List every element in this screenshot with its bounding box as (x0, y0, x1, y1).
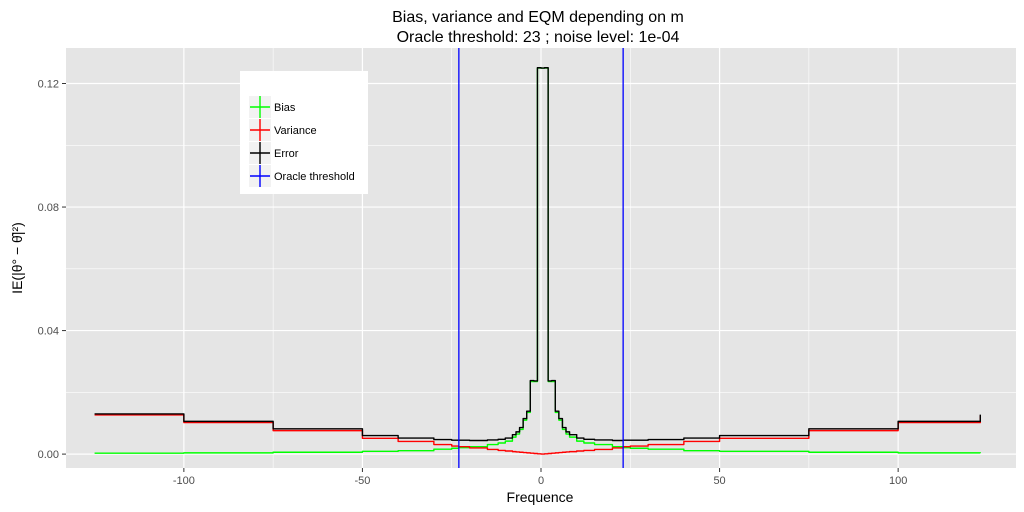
legend-label: Bias (274, 102, 296, 114)
x-tick-label: 0 (538, 475, 544, 487)
legend-label: Variance (274, 125, 317, 137)
legend-label: Error (274, 148, 299, 160)
y-axis-title: IE(|θ° − θ̂|²) (9, 222, 25, 294)
chart-title-line1: Bias, variance and EQM depending on m (392, 9, 684, 26)
x-axis-title: Frequence (507, 489, 574, 505)
x-tick-label: -100 (173, 475, 195, 487)
x-tick-label: 50 (713, 475, 725, 487)
x-tick-label: 100 (889, 475, 907, 487)
y-axis-ticks: 0.00 0.04 0.08 0.12 (38, 79, 66, 461)
x-tick-label: -50 (354, 475, 370, 487)
y-tick-label: 0.12 (38, 79, 59, 91)
oracle-threshold-lines (458, 48, 624, 468)
y-tick-label: 0.08 (38, 202, 59, 214)
legend-label: Oracle threshold (274, 171, 355, 183)
y-tick-label: 0.00 (38, 449, 59, 461)
chart-title-line2: Oracle threshold: 23 ; noise level: 1e-0… (397, 29, 680, 46)
y-tick-label: 0.04 (38, 326, 59, 338)
legend: Bias Variance Error Oracle threshold (240, 71, 368, 194)
x-axis-ticks: -100 -50 0 50 100 (173, 468, 907, 487)
